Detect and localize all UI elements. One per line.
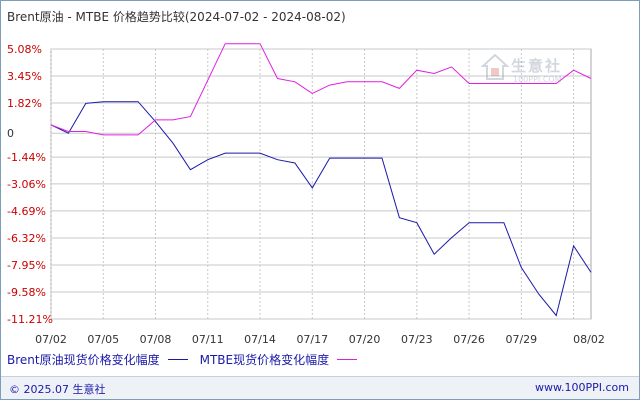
series-lines: [50, 43, 592, 317]
brent-series-line: [50, 101, 592, 317]
x-tick-label: 07/11: [192, 333, 224, 346]
watermark-url: 100PPI.COM: [513, 75, 562, 84]
y-axis-tick-labels: 5.08% 3.45% 1.82% 0 -1.44% -3.06% -4.69% -6.32%…: [7, 43, 53, 326]
x-tick-label: 08/02: [573, 333, 605, 346]
x-tick-label: 07/26: [453, 333, 485, 346]
chart-title: Brent原油 - MTBE 价格趋势比较(2024-07-02 - 2024-…: [7, 10, 346, 24]
copyright-text: © 2025.07 生意社: [9, 383, 106, 396]
legend-brent-label: Brent原油现货价格变化幅度: [7, 353, 160, 367]
x-tick-label: 07/29: [505, 333, 537, 346]
house-logo-icon: [480, 53, 510, 80]
y-tick-label: -7.95%: [7, 259, 46, 272]
y-tick-label: 1.82%: [7, 97, 42, 110]
x-tick-label: 07/23: [401, 333, 433, 346]
grid: [50, 48, 592, 320]
x-tick-label: 07/17: [296, 333, 328, 346]
x-tick-label: 07/02: [35, 333, 67, 346]
x-tick-label: 07/14: [244, 333, 276, 346]
y-tick-label: 3.45%: [7, 70, 42, 83]
line-chart: 5.08% 3.45% 1.82% 0 -1.44% -3.06% -4.69% -6.32%…: [7, 43, 605, 346]
watermark-logo: 生意社 100PPI.COM: [480, 53, 581, 93]
y-tick-label: 5.08%: [7, 43, 42, 56]
x-axis-tick-labels: 07/02 07/05 07/08 07/11 07/14 07/17 07/20 07/23…: [35, 333, 605, 346]
x-tick-label: 07/08: [140, 333, 172, 346]
y-tick-label: 0: [7, 127, 14, 140]
website-link[interactable]: www.100PPI.com: [535, 381, 629, 394]
legend-brent-swatch: [167, 359, 188, 360]
watermark-name: 生意社: [511, 57, 563, 75]
y-tick-label: -6.32%: [7, 232, 46, 245]
legend-mtbe-label: MTBE现货价格变化幅度: [199, 353, 330, 367]
y-tick-label: -11.21%: [7, 313, 53, 326]
legend-mtbe-swatch: [337, 359, 358, 360]
mtbe-series-line: [50, 43, 592, 136]
footer-bar: © 2025.07 生意社 www.100PPI.com: [1, 376, 639, 399]
x-tick-label: 07/05: [87, 333, 119, 346]
chart-legend: Brent原油现货价格变化幅度 MTBE现货价格变化幅度: [7, 351, 369, 368]
x-tick-label: 07/20: [349, 333, 381, 346]
y-tick-label: -9.58%: [7, 286, 46, 299]
y-tick-label: -1.44%: [7, 151, 46, 164]
y-tick-label: -3.06%: [7, 178, 46, 191]
y-tick-label: -4.69%: [7, 205, 46, 218]
